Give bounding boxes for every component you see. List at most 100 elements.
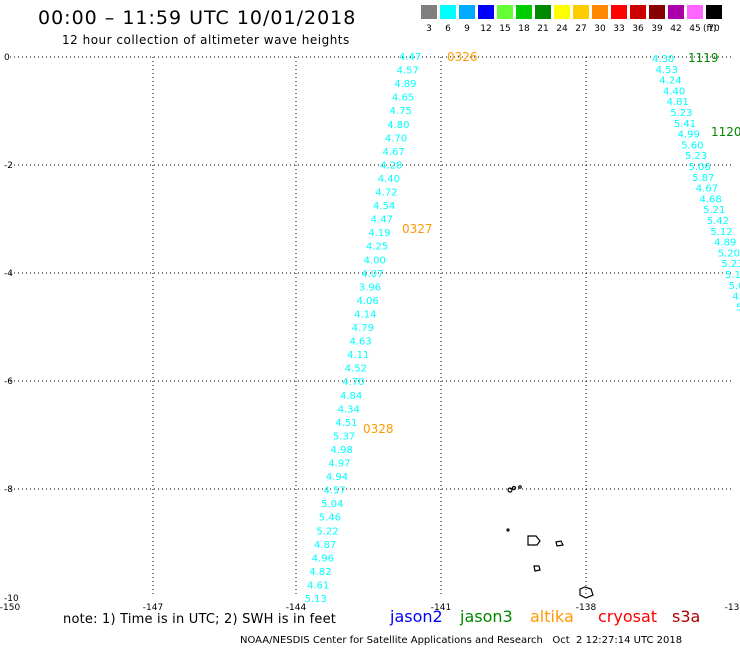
legend-swatch [535, 5, 551, 19]
wave-height-label: 5.13 [305, 594, 327, 605]
map-grid [10, 56, 732, 597]
wave-height-label: 4.98 [331, 445, 353, 456]
wave-height-label: 4.06 [357, 296, 379, 307]
legend-swatch [611, 5, 627, 19]
legend-swatch [630, 5, 646, 19]
satellite-label-altika: altika [530, 607, 574, 626]
wave-height-label: 4.72 [375, 188, 397, 199]
wave-height-label: 4.00 [364, 255, 386, 266]
legend-swatch-label: 27 [575, 24, 587, 34]
island [527, 535, 541, 546]
wave-height-label: 5.21 [703, 205, 725, 216]
wave-height-label: 4.25 [366, 242, 388, 253]
wave-height-label: 4.40 [378, 174, 400, 185]
wave-tracks: 4.47 4.57 4.89 4.65 4.75 4.80 4.70 4.67 4.28 4.40… [305, 52, 740, 605]
wave-height-label: 4.96 [312, 553, 334, 564]
wave-height-label: 5.20 [718, 248, 740, 259]
longitude-tick-label: -138 [576, 603, 597, 613]
legend-swatch [497, 5, 513, 19]
legend-swatch-label: 45 [689, 24, 701, 34]
longitude-tick-label: -147 [143, 603, 163, 613]
island [533, 565, 541, 572]
island [507, 487, 513, 493]
legend-swatch [592, 5, 608, 19]
legend-unit: (ft) [703, 24, 717, 34]
legend-swatch [687, 5, 703, 19]
longitude-tick-label: -144 [286, 603, 307, 613]
wave-height-label: 4.81 [667, 97, 689, 108]
legend-swatch-label: 42 [670, 24, 682, 34]
legend-swatch-label: 18 [518, 24, 530, 34]
wave-height-label: 5.23 [670, 108, 692, 119]
wave-height-label: 5.0 [729, 281, 740, 292]
wave-height-label: 4.99 [678, 130, 700, 141]
latitude-tick-label: -8 [4, 485, 13, 495]
pass-time-label: 0326 [447, 50, 478, 64]
wave-height-label: 4.53 [656, 65, 678, 76]
wave-height-label: 4.89 [394, 79, 416, 90]
wave-height-label: 5.41 [674, 119, 696, 130]
longitude-tick-label: -141 [431, 603, 451, 613]
wave-height-label: 3.96 [359, 282, 381, 293]
wave-height-label: 5.22 [316, 526, 338, 537]
wave-height-label: 5.12 [710, 227, 732, 238]
satellite-label-jason2: jason2 [390, 607, 443, 626]
legend-swatch-label: 21 [537, 24, 549, 34]
legend-swatch-label: 33 [613, 24, 625, 34]
wave-height-label: 4.11 [347, 350, 369, 361]
wave-height-label: 4.97 [328, 459, 350, 470]
island-outlines [506, 485, 594, 599]
legend-swatch-label: 12 [480, 24, 492, 34]
latitude-tick-label: 0 [4, 53, 10, 63]
wave-height-label: 5.06 [689, 162, 711, 173]
wave-height-label: 4.87 [314, 540, 336, 551]
wave-height-label: 4.47 [371, 215, 393, 226]
wave-height-label: 4.34 [338, 404, 360, 415]
wave-height-label: 4.68 [699, 194, 721, 205]
legend-swatch [706, 5, 722, 19]
wave-height-label: 4.67 [696, 184, 718, 195]
wave-height-label: 4.54 [373, 201, 395, 212]
latitude-tick-label: -10 [4, 594, 19, 604]
wave-height-label: 4. [732, 292, 740, 303]
wave-height-label: 4.80 [387, 120, 409, 131]
pass-labels: 0326 0327 0328 1119 1120 [363, 50, 740, 436]
wave-height-label: 4.79 [352, 323, 374, 334]
island [518, 485, 522, 489]
satellite-label-cryosat: cryosat [598, 607, 658, 626]
island [579, 586, 594, 599]
pass-time-label: 0327 [402, 222, 433, 236]
wave-height-label: 4.84 [340, 391, 362, 402]
latitude-tick-label: -6 [4, 377, 13, 387]
wave-height-label: 4.94 [326, 472, 348, 483]
wave-height-label: 4.82 [309, 567, 331, 578]
pass-time-label: 0328 [363, 422, 394, 436]
wave-height-label: 4.67 [382, 147, 404, 158]
wave-height-label: 4.51 [335, 418, 357, 429]
legend-swatch [478, 5, 494, 19]
wave-height-label: 5.23 [721, 259, 740, 270]
latitude-tick-label: -2 [4, 161, 13, 171]
longitude-tick-label: -150 [0, 603, 20, 613]
wave-height-label: 5.04 [321, 499, 343, 510]
wave-height-label: 5.42 [707, 216, 729, 227]
wave-height-label: 5.60 [681, 140, 703, 151]
pass-time-label: 1120 [711, 125, 740, 139]
island [506, 528, 510, 532]
wave-height-label: 4.40 [663, 86, 685, 97]
wave-height-label: 4.75 [390, 106, 412, 117]
wave-height-label: 4.19 [368, 228, 390, 239]
satellite-label-s3a: s3a [672, 607, 701, 626]
wave-height-label: 5.37 [333, 431, 355, 442]
wave-height-label: 5.87 [692, 173, 714, 184]
legend-swatch-label: 6 [445, 24, 451, 34]
wave-height-label: 5.46 [319, 513, 341, 524]
wave-height-label: 4.57 [323, 486, 345, 497]
legend-swatch [573, 5, 589, 19]
legend-swatch-label: 15 [499, 24, 511, 34]
footer-credit: NOAA/NESDIS Center for Satellite Applica… [240, 635, 683, 646]
wave-height-label: 4.65 [392, 93, 414, 104]
legend-swatch-label: 70 [708, 24, 720, 34]
wave-height-label: 4.47 [399, 52, 421, 63]
